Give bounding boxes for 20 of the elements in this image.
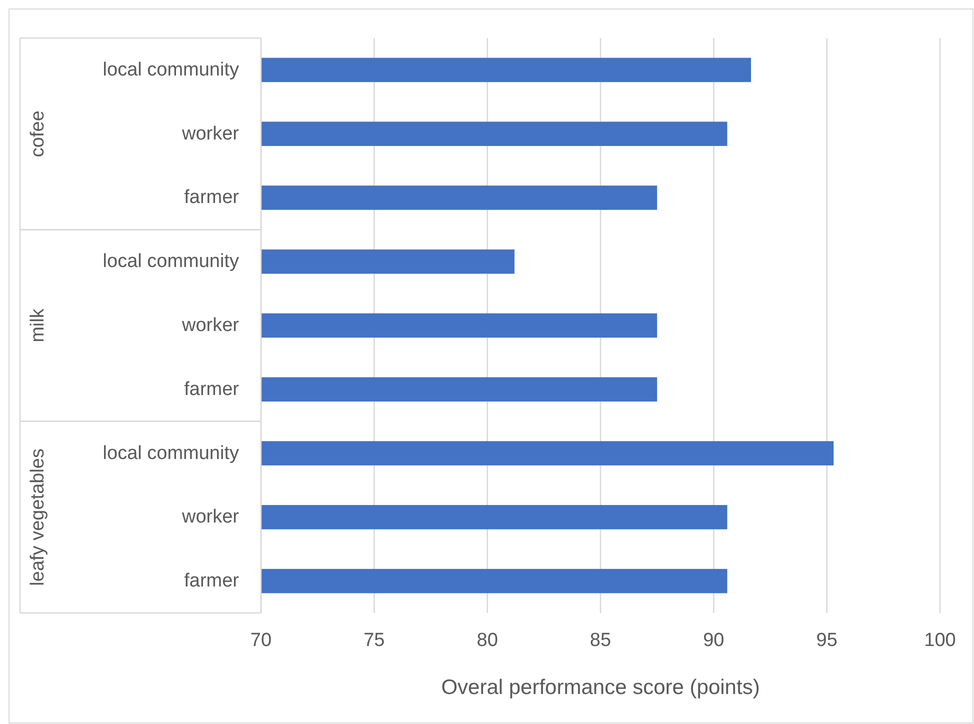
y-tick-label: farmer bbox=[184, 187, 240, 208]
text: cofee bbox=[28, 110, 48, 158]
x-axis-title: Overal performance score (points) bbox=[441, 676, 760, 699]
x-tick-label: 80 bbox=[476, 630, 498, 651]
x-tick-label: 75 bbox=[364, 630, 385, 651]
text: milk bbox=[28, 308, 48, 342]
text: leafy vegetables bbox=[28, 448, 48, 586]
x-tick-label: 85 bbox=[590, 630, 612, 651]
y-tick-label: farmer bbox=[184, 378, 240, 400]
x-tick-label: 70 bbox=[250, 630, 272, 651]
x-tick-label: 100 bbox=[924, 630, 956, 651]
x-tick-label: 95 bbox=[816, 630, 838, 651]
y-tick-label: farmer bbox=[184, 570, 240, 592]
y-tick-label: worker bbox=[180, 315, 240, 336]
x-tick-label: 90 bbox=[703, 630, 724, 651]
y-tick-label: worker bbox=[180, 123, 240, 144]
y-tick-label: local community bbox=[102, 59, 240, 80]
y-tick-label: worker bbox=[180, 506, 240, 528]
y-tick-label: local community bbox=[102, 251, 240, 272]
y-tick-label: local community bbox=[102, 442, 240, 464]
